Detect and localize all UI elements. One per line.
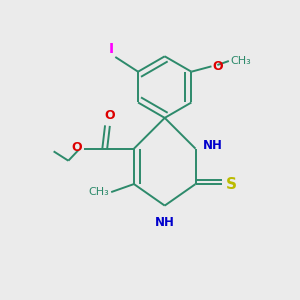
Text: NH: NH	[155, 216, 175, 229]
Text: O: O	[213, 60, 224, 73]
Text: O: O	[104, 109, 115, 122]
Text: S: S	[226, 177, 236, 192]
Text: NH: NH	[203, 140, 223, 152]
Text: I: I	[109, 42, 114, 56]
Text: O: O	[72, 141, 82, 154]
Text: CH₃: CH₃	[88, 187, 109, 197]
Text: CH₃: CH₃	[230, 56, 251, 66]
